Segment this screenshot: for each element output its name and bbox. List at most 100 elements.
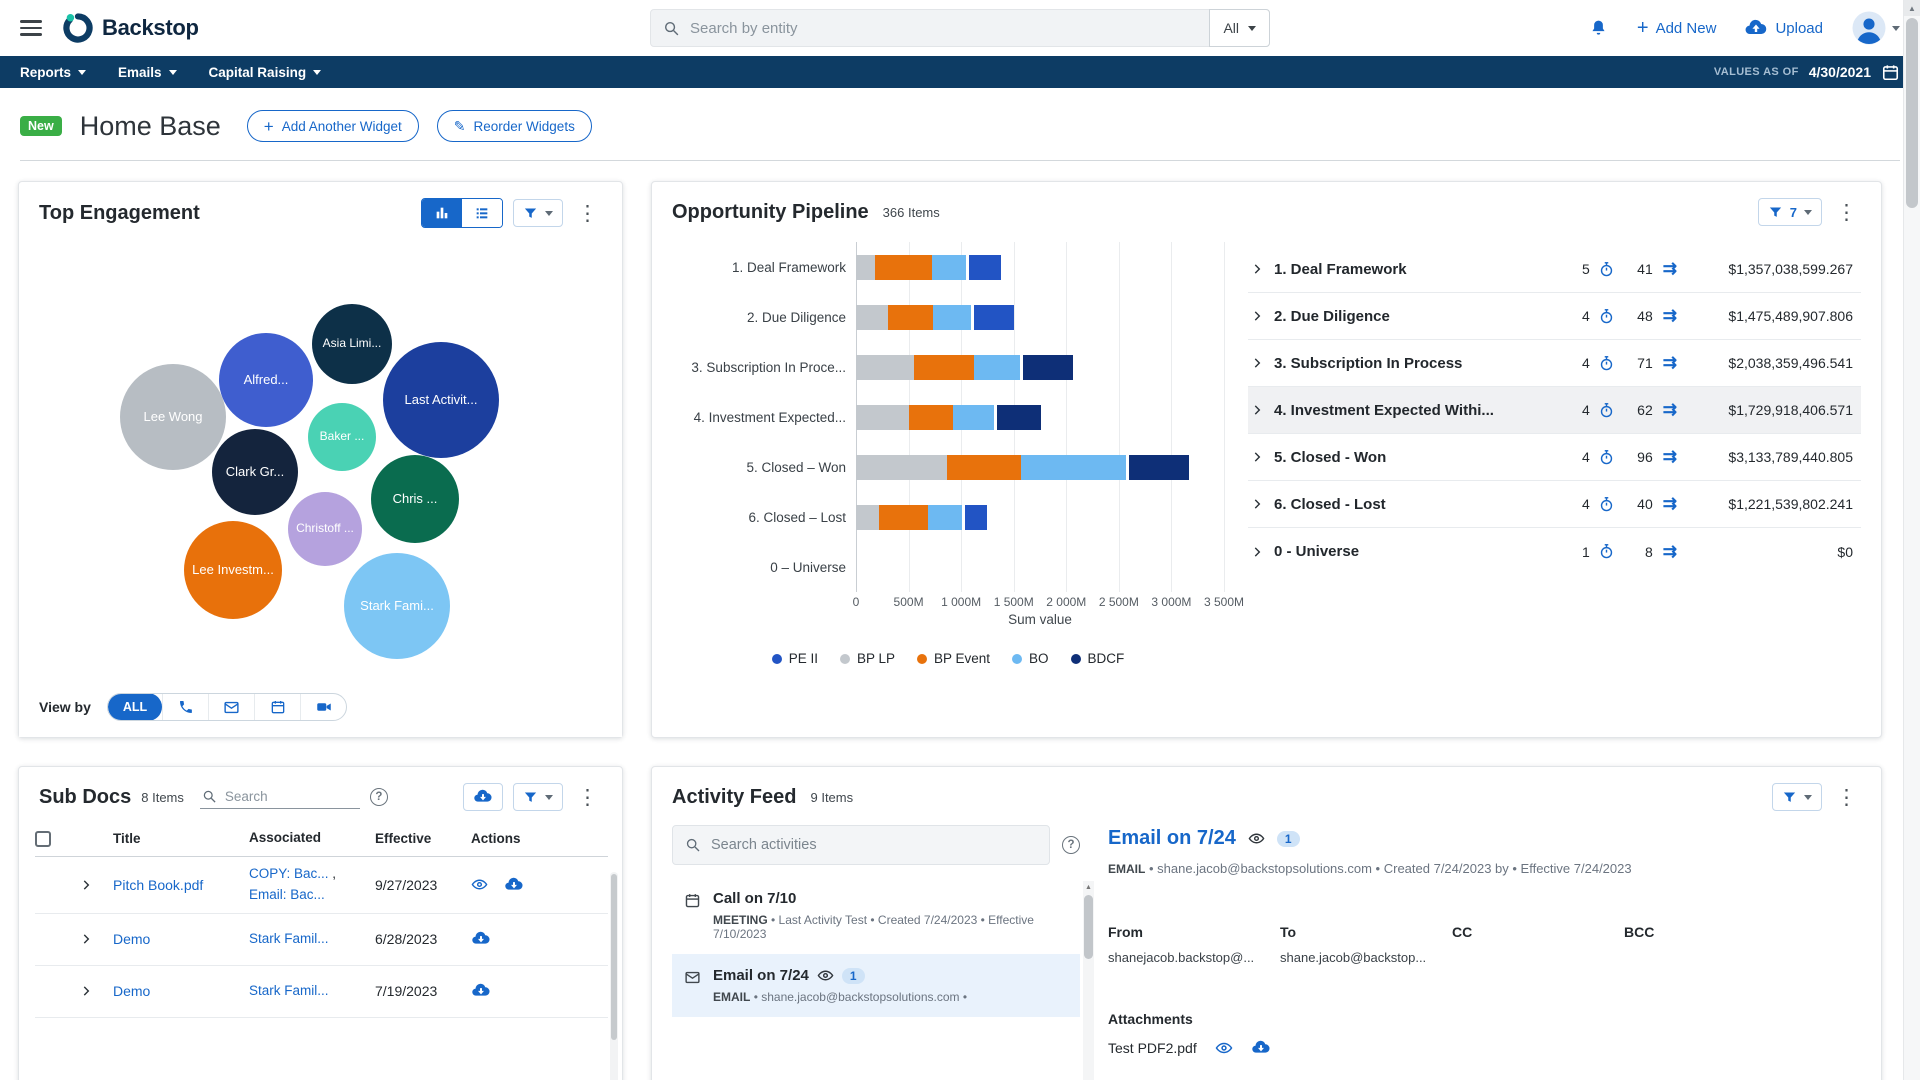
bubble-chart-view-button[interactable] bbox=[422, 199, 462, 227]
scroll-up-arrow[interactable]: ▲ bbox=[1085, 883, 1092, 891]
add-another-widget-button[interactable]: + Add Another Widget bbox=[246, 110, 419, 142]
pipeline-row[interactable]: 2. Due Diligence 4 48 ⇉ $1,475,489,907.806 bbox=[1248, 293, 1861, 340]
bar-segment[interactable] bbox=[973, 354, 1020, 380]
doc-title-link[interactable]: Pitch Book.pdf bbox=[113, 876, 204, 893]
add-new-button[interactable]: + Add New bbox=[1636, 17, 1717, 39]
engagement-bubble[interactable]: Chris ... bbox=[371, 455, 459, 543]
pipeline-row[interactable]: 1. Deal Framework 5 41 ⇉ $1,357,038,599.267 bbox=[1248, 246, 1861, 293]
bar-segment[interactable] bbox=[856, 454, 948, 480]
associated-link[interactable]: Email: Bac... bbox=[249, 886, 325, 902]
bar-segment[interactable] bbox=[887, 304, 933, 330]
view-icon[interactable] bbox=[471, 876, 488, 893]
download-attachment-icon[interactable] bbox=[1251, 1038, 1271, 1058]
associated-link[interactable]: Stark Famil... bbox=[249, 930, 329, 946]
engagement-bubble[interactable]: Clark Gr... bbox=[212, 429, 298, 515]
engagement-bubble[interactable]: Christoff ... bbox=[288, 492, 362, 566]
upload-button[interactable]: Upload bbox=[1744, 16, 1823, 40]
bar-segment[interactable] bbox=[964, 504, 988, 530]
pipeline-row[interactable]: 0 - Universe 1 8 ⇉ $0 bbox=[1248, 528, 1861, 575]
bar-segment[interactable] bbox=[996, 404, 1041, 430]
bar-segment[interactable] bbox=[878, 504, 928, 530]
chevron-right-icon[interactable] bbox=[1250, 545, 1264, 559]
scroll-up-arrow[interactable]: ▲ bbox=[1904, 0, 1920, 16]
activity-scrollbar[interactable]: ▲ bbox=[1083, 881, 1094, 1080]
bar-segment[interactable] bbox=[969, 254, 1002, 280]
reorder-widgets-button[interactable]: ✎ Reorder Widgets bbox=[436, 110, 592, 142]
hamburger-menu-icon[interactable] bbox=[12, 9, 50, 47]
pipeline-row[interactable]: 6. Closed - Lost 4 40 ⇉ $1,221,539,802.241 bbox=[1248, 481, 1861, 528]
bar-segment[interactable] bbox=[952, 404, 994, 430]
bar-segment[interactable] bbox=[1129, 454, 1189, 480]
notifications-bell-icon[interactable] bbox=[1588, 18, 1609, 39]
filter-button[interactable] bbox=[1772, 783, 1822, 811]
bar-segment[interactable] bbox=[913, 354, 974, 380]
bar-segment[interactable] bbox=[856, 304, 888, 330]
associated-link[interactable]: COPY: Bac... bbox=[249, 866, 329, 881]
email-filter-button[interactable] bbox=[208, 694, 254, 720]
kebab-menu-icon[interactable]: ⋮ bbox=[573, 787, 602, 808]
engagement-bubble[interactable]: Lee Wong bbox=[120, 364, 226, 470]
view-by-all-button[interactable]: ALL bbox=[107, 694, 163, 720]
engagement-bubble[interactable]: Last Activit... bbox=[383, 342, 499, 458]
chevron-right-icon[interactable] bbox=[1250, 497, 1264, 511]
phone-filter-button[interactable] bbox=[162, 694, 208, 720]
subdocs-row[interactable]: Demo Stark Famil... 7/19/2023 bbox=[35, 966, 608, 1018]
pipeline-row[interactable]: 3. Subscription In Process 4 71 ⇉ $2,038,359… bbox=[1248, 340, 1861, 387]
nav-reports[interactable]: Reports bbox=[20, 65, 87, 80]
chevron-right-icon[interactable] bbox=[1250, 262, 1264, 276]
search-input[interactable] bbox=[680, 19, 1210, 37]
chevron-right-icon[interactable] bbox=[79, 984, 113, 998]
chevron-right-icon[interactable] bbox=[1250, 450, 1264, 464]
activity-item[interactable]: Email on 7/24 1 EMAIL • shane.jacob@backst… bbox=[672, 954, 1080, 1017]
help-icon[interactable]: ? bbox=[1062, 836, 1080, 854]
bar-segment[interactable] bbox=[1023, 354, 1074, 380]
calendar-icon[interactable] bbox=[1881, 63, 1900, 82]
scrollbar-thumb[interactable] bbox=[1906, 18, 1918, 208]
user-avatar[interactable] bbox=[1851, 10, 1900, 46]
bar-segment[interactable] bbox=[974, 304, 1015, 330]
bar-segment[interactable] bbox=[932, 304, 972, 330]
subdocs-search-input[interactable] bbox=[224, 789, 335, 804]
kebab-menu-icon[interactable]: ⋮ bbox=[1832, 202, 1861, 223]
kebab-menu-icon[interactable]: ⋮ bbox=[1832, 787, 1861, 808]
engagement-bubble[interactable]: Baker ... bbox=[308, 403, 376, 471]
nav-emails[interactable]: Emails bbox=[118, 65, 177, 80]
brand-logo[interactable]: Backstop bbox=[62, 12, 199, 44]
bar-segment[interactable] bbox=[947, 454, 1022, 480]
page-scrollbar[interactable]: ▲ bbox=[1903, 0, 1920, 1080]
subdocs-search[interactable] bbox=[199, 785, 360, 809]
activity-search[interactable] bbox=[672, 825, 1050, 865]
cloud-download-icon[interactable] bbox=[471, 981, 491, 1001]
activity-item[interactable]: Call on 7/10 MEETING • Last Activity Test… bbox=[672, 877, 1080, 954]
activity-search-input[interactable] bbox=[711, 837, 1037, 853]
bar-segment[interactable] bbox=[931, 254, 967, 280]
chevron-right-icon[interactable] bbox=[79, 932, 113, 946]
chevron-right-icon[interactable] bbox=[1250, 356, 1264, 370]
search-filter-dropdown[interactable]: All bbox=[1209, 9, 1270, 47]
engagement-bubble[interactable]: Asia Limi... bbox=[312, 304, 392, 384]
subdocs-scrollbar[interactable] bbox=[610, 872, 618, 1080]
entity-search[interactable]: All bbox=[650, 9, 1270, 47]
bar-segment[interactable] bbox=[874, 254, 932, 280]
doc-title-link[interactable]: Demo bbox=[113, 931, 151, 948]
calendar-filter-button[interactable] bbox=[254, 694, 300, 720]
activity-detail-title-link[interactable]: Email on 7/24 bbox=[1108, 827, 1236, 849]
engagement-bubble[interactable]: Stark Fami... bbox=[344, 553, 450, 659]
pipeline-row[interactable]: 5. Closed - Won 4 96 ⇉ $3,133,789,440.805 bbox=[1248, 434, 1861, 481]
associated-link[interactable]: Stark Famil... bbox=[249, 982, 329, 998]
engagement-bubble[interactable]: Alfred... bbox=[219, 333, 313, 427]
pipeline-row[interactable]: 4. Investment Expected Withi... 4 62 ⇉ $1,72… bbox=[1248, 387, 1861, 434]
bar-segment[interactable] bbox=[1021, 454, 1127, 480]
list-view-button[interactable] bbox=[462, 199, 502, 227]
bar-segment[interactable] bbox=[856, 354, 914, 380]
filter-button[interactable] bbox=[513, 783, 563, 811]
chevron-right-icon[interactable] bbox=[79, 878, 113, 892]
doc-title-link[interactable]: Demo bbox=[113, 983, 151, 1000]
bulk-download-button[interactable] bbox=[463, 783, 503, 811]
filter-button[interactable]: 7 bbox=[1757, 198, 1822, 226]
chevron-right-icon[interactable] bbox=[1250, 309, 1264, 323]
view-attachment-icon[interactable] bbox=[1215, 1039, 1233, 1057]
subdocs-row[interactable]: Pitch Book.pdf COPY: Bac... , Email: Bac..… bbox=[35, 857, 608, 914]
kebab-menu-icon[interactable]: ⋮ bbox=[573, 203, 602, 224]
subdocs-row[interactable]: Demo Stark Famil... 6/28/2023 bbox=[35, 914, 608, 966]
